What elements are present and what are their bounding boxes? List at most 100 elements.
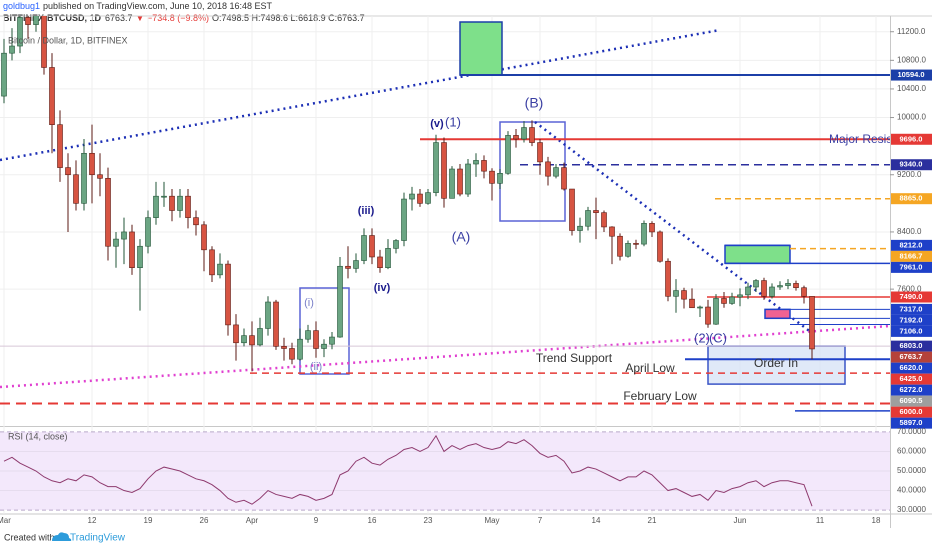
rsi-tick-label: 40.0000 (897, 486, 926, 495)
trendline (0, 28, 721, 162)
price-tag-label: 6620.0 (900, 363, 923, 372)
candle-body (385, 248, 391, 268)
candle-body (337, 265, 343, 338)
x-tick-label: May (484, 516, 499, 525)
candle-body (209, 249, 215, 276)
annotation: February Low (623, 389, 697, 403)
candle-body (353, 260, 359, 269)
candle-body (481, 160, 487, 172)
candle-body (145, 217, 151, 247)
ohlc: O:7498.5 H:7498.6 L:6618.9 C:6763.7 (212, 13, 365, 23)
price-tag (891, 159, 932, 171)
price-tag-label: 6090.5 (900, 396, 923, 405)
price-tag (891, 303, 932, 315)
annotation: (A) (452, 229, 471, 245)
candle-body (73, 174, 79, 204)
candle-body (641, 223, 647, 245)
price-tag (891, 325, 932, 337)
author[interactable]: goldbug1 (3, 1, 40, 11)
annotation: April Low (625, 361, 675, 375)
candle-body (345, 265, 351, 269)
candle-body (441, 142, 447, 199)
candle-body (233, 324, 239, 344)
candle-body (505, 135, 511, 174)
price-tag (891, 133, 932, 145)
y-tick-label: 7600.0 (897, 284, 922, 293)
footer-brand[interactable]: TradingView (70, 533, 126, 544)
candle-body (89, 152, 95, 176)
candle-body (657, 231, 663, 262)
candle-body (265, 301, 271, 329)
candle-body (745, 286, 751, 296)
candle-body (137, 245, 143, 268)
annotation: Order In (754, 356, 798, 370)
published: published on TradingView.com, June 10, 2… (43, 1, 272, 11)
candle-body (201, 224, 207, 251)
candle-body (329, 336, 335, 345)
rsi-line (3, 434, 813, 507)
candle-body (585, 210, 591, 227)
x-tick-label: Apr (246, 516, 259, 525)
candle-body (225, 263, 231, 326)
candle-body (785, 283, 791, 286)
candle-body (257, 328, 263, 346)
candle-body (633, 243, 639, 245)
price-tag (891, 417, 932, 429)
price-tag (891, 193, 932, 205)
candle-body (281, 346, 287, 349)
logo-icon[interactable] (52, 532, 72, 541)
rsi-tick-label: 70.0000 (897, 427, 926, 436)
x-tick-label: 19 (144, 516, 153, 525)
annotation: (iv) (374, 282, 391, 294)
candle-body (241, 335, 247, 344)
candle-body (377, 256, 383, 268)
candle-body (177, 195, 183, 211)
candle-body (313, 330, 319, 349)
candle-body (705, 306, 711, 325)
candle-body (673, 290, 679, 297)
price-tag-label: 6763.7 (900, 352, 923, 361)
candle-body (97, 174, 103, 179)
price-tag (891, 395, 932, 407)
candle-body (569, 188, 575, 231)
candle-body (33, 16, 39, 25)
candle-body (65, 167, 71, 176)
candle-body (393, 240, 399, 249)
candle-body (369, 235, 375, 258)
chart-legend: Bitcoin / Dollar, 1D, BITFINEX (8, 35, 128, 45)
annotation: (v) (430, 118, 444, 130)
price-tag (891, 406, 932, 418)
change: ▼ −734.8 (−9.8%) (136, 13, 209, 23)
price-tag (891, 69, 932, 81)
price-tag-label: 9696.0 (900, 134, 923, 143)
candle-body (489, 170, 495, 184)
candle-body (361, 235, 367, 261)
candle-body (193, 217, 199, 226)
candle-body (753, 280, 759, 288)
price-tag-label: 6803.0 (900, 341, 923, 350)
y-tick-label: 10400.0 (897, 84, 926, 93)
candle-body (545, 161, 551, 177)
annotation: (iii) (358, 205, 375, 217)
candle-body (521, 127, 527, 140)
candle-body (153, 195, 159, 218)
price-tag (891, 250, 932, 262)
logo[interactable]: TradingView (52, 532, 126, 544)
candle-body (17, 17, 23, 47)
zone-box (764, 308, 791, 320)
symbol-line: BITFINEX:BTCUSD, 1D 6763.7 ▼ −734.8 (−9.8%… (3, 13, 365, 23)
order-box (707, 345, 846, 385)
header-line: goldbug1 published on TradingView.com, Ju… (3, 1, 273, 11)
candle-body (297, 338, 303, 360)
candle-body (105, 178, 111, 247)
candle-body (689, 298, 695, 309)
price-tag (891, 261, 932, 273)
price-tag (891, 314, 932, 326)
price-tag-label: 7106.0 (900, 326, 923, 335)
candle-body (777, 285, 783, 288)
candle-body (713, 298, 719, 325)
price-tag-label: 8212.0 (900, 240, 923, 249)
price-tag-label: 10594.0 (897, 70, 924, 79)
candle-body (409, 193, 415, 200)
candle-body (305, 330, 311, 340)
